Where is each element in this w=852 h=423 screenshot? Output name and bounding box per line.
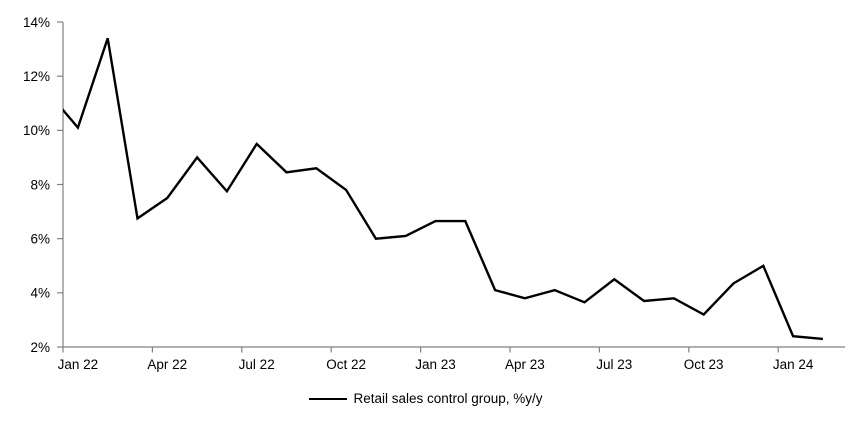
y-tick-label: 12% <box>23 69 50 84</box>
y-tick-label: 4% <box>30 286 50 301</box>
series-line-retail-sales-control-group <box>63 37 824 341</box>
legend: Retail sales control group, %y/y <box>0 391 852 406</box>
y-tick-label: 2% <box>30 340 50 355</box>
x-tick-label: Jul 22 <box>239 357 275 372</box>
x-tick-label: Jul 23 <box>596 357 632 372</box>
x-tick-label: Jan 22 <box>58 357 99 372</box>
x-tick-label: Jan 24 <box>773 357 814 372</box>
x-tick-label: Oct 23 <box>684 357 724 372</box>
y-tick-label: 6% <box>30 231 50 246</box>
legend-line-swatch-icon <box>309 397 348 400</box>
x-tick-label: Oct 22 <box>326 357 366 372</box>
x-tick-label: Apr 23 <box>505 357 545 372</box>
y-tick-label: 14% <box>23 15 50 30</box>
x-tick-label: Apr 22 <box>147 357 187 372</box>
y-tick-label: 10% <box>23 123 50 138</box>
y-tick-label: 8% <box>30 177 50 192</box>
x-tick-label: Jan 23 <box>415 357 456 372</box>
legend-label: Retail sales control group, %y/y <box>353 391 543 406</box>
